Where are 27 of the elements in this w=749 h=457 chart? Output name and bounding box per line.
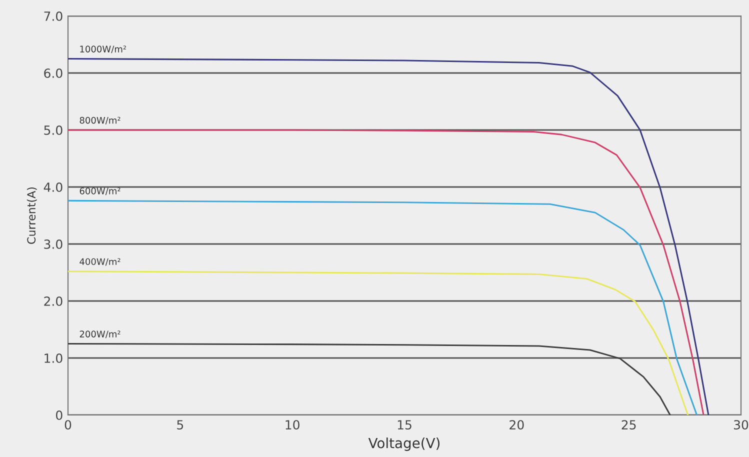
- line-series: [68, 200, 698, 415]
- y-tick-label: 1.0: [44, 353, 62, 363]
- y-axis-title: Current(A): [26, 187, 37, 244]
- line-series: [68, 129, 704, 415]
- y-tick-label: 7.0: [44, 11, 62, 21]
- x-tick-label: 5: [177, 420, 184, 430]
- x-tick-label: 25: [622, 420, 636, 430]
- y-tick-label: 6.0: [44, 68, 62, 78]
- x-axis-title: Voltage(V): [368, 438, 440, 451]
- line-series: [68, 58, 710, 415]
- y-tick-label: 5.0: [44, 125, 62, 135]
- series-label: 600W/m²: [80, 188, 120, 196]
- series-label: 800W/m²: [80, 116, 120, 124]
- series-label: 1000W/m²: [80, 46, 126, 54]
- x-tick-label: 10: [286, 420, 300, 430]
- series-label: 200W/m²: [80, 330, 120, 338]
- y-tick-label: 0: [56, 410, 62, 420]
- y-tick-label: 4.0: [44, 182, 62, 192]
- line-series: [68, 270, 689, 415]
- y-tick-label: 3.0: [44, 239, 62, 249]
- x-tick-label: 30: [734, 420, 748, 430]
- x-tick-label: 0: [64, 420, 72, 430]
- x-tick-label: 15: [398, 420, 412, 430]
- y-tick-label: 2.0: [44, 296, 62, 306]
- series-label: 400W/m²: [80, 258, 120, 266]
- line-series: [68, 342, 671, 415]
- x-tick-label: 20: [510, 420, 524, 430]
